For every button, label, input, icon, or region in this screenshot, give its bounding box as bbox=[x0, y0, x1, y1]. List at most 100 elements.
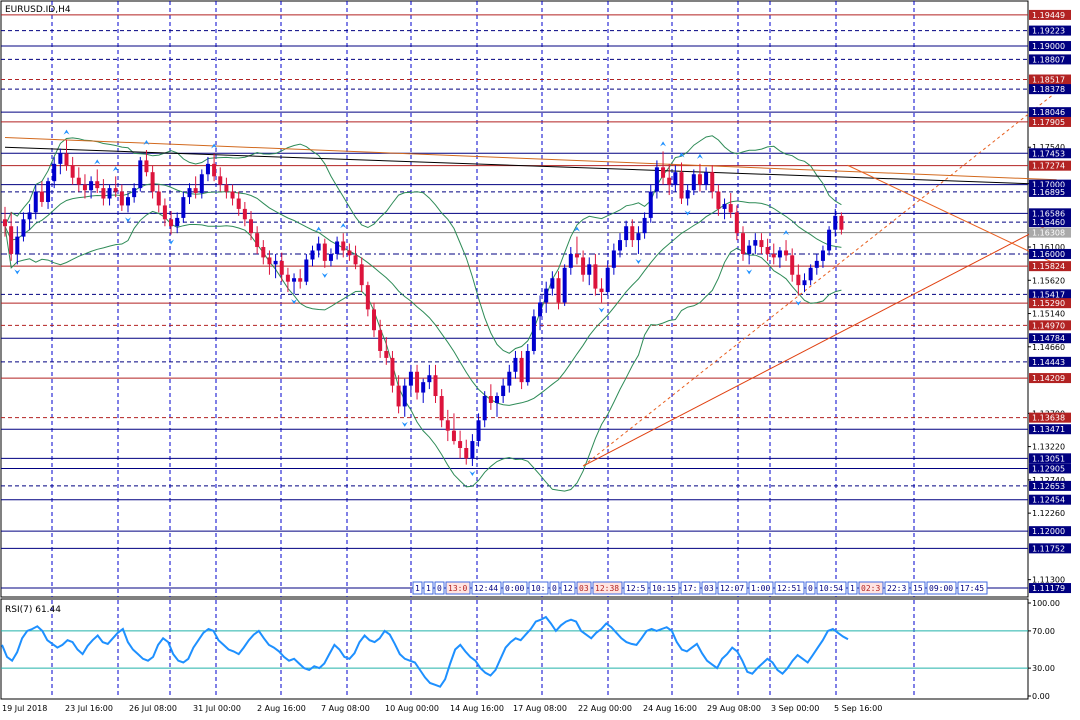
candle-body bbox=[618, 240, 622, 251]
candle-body bbox=[507, 371, 512, 386]
time-axis-label: 19 Jul 2018 bbox=[2, 704, 47, 713]
price-level-label: 1.19000 bbox=[1032, 42, 1065, 51]
candle-body bbox=[46, 181, 51, 202]
candle-body bbox=[107, 188, 112, 199]
candle-body bbox=[33, 191, 38, 213]
time-tooltip-label: 12:44 bbox=[474, 584, 498, 593]
candle-body bbox=[353, 255, 358, 265]
fractal-arrows bbox=[14, 129, 802, 477]
horizontal-levels bbox=[1, 14, 1028, 589]
candle-body bbox=[814, 260, 819, 268]
price-level-label: 1.12905 bbox=[1032, 464, 1065, 473]
price-tick-label: 1.16100 bbox=[1032, 243, 1065, 252]
candle-body bbox=[722, 204, 727, 209]
candle-body bbox=[808, 267, 813, 281]
candle-body bbox=[759, 240, 764, 248]
time-tooltip-box bbox=[717, 581, 748, 595]
candle-body bbox=[187, 188, 192, 198]
candle-body bbox=[70, 165, 75, 178]
time-tooltip-label: 15 bbox=[913, 584, 923, 593]
candle-body bbox=[224, 184, 229, 192]
price-level-box bbox=[1029, 480, 1071, 491]
candle-body bbox=[753, 240, 758, 246]
candle-body bbox=[95, 181, 100, 189]
time-tooltip-label: 12:38 bbox=[595, 584, 619, 593]
candle-body bbox=[218, 176, 223, 185]
candle-body bbox=[667, 177, 672, 185]
price-level-label: 1.19449 bbox=[1032, 11, 1065, 20]
time-tooltip-label: 1 bbox=[850, 584, 855, 593]
price-level-box bbox=[1029, 186, 1071, 197]
candle-body bbox=[636, 233, 641, 241]
price-level-label: 1.13638 bbox=[1032, 414, 1065, 423]
candle-body bbox=[58, 153, 63, 164]
candle-body bbox=[574, 253, 579, 258]
price-level-label: 1.17905 bbox=[1032, 118, 1065, 127]
candle-body bbox=[501, 385, 506, 397]
time-tooltip-label: 02:3 bbox=[861, 584, 880, 593]
time-axis-label: 31 Jul 00:00 bbox=[193, 704, 241, 713]
candle-body bbox=[322, 243, 327, 261]
time-axis-label: 26 Jul 08:00 bbox=[129, 704, 177, 713]
candle-body bbox=[181, 197, 186, 218]
candle-body bbox=[175, 217, 180, 227]
candle-body bbox=[458, 441, 463, 448]
rsi-frame bbox=[0, 598, 1029, 700]
candle-body bbox=[525, 350, 530, 383]
price-level-box bbox=[1029, 543, 1071, 554]
fractal-down-arrow bbox=[746, 269, 753, 275]
fractal-up-arrow bbox=[211, 143, 218, 149]
price-level-label: 1.13051 bbox=[1032, 454, 1065, 463]
time-tooltip-box bbox=[445, 581, 471, 595]
fractal-down-arrow bbox=[598, 307, 605, 313]
time-tooltip-box bbox=[926, 581, 957, 595]
time-tooltip-box bbox=[805, 581, 816, 595]
candle-body bbox=[599, 288, 604, 293]
time-axis-label: 29 Aug 08:00 bbox=[707, 704, 761, 713]
candle-body bbox=[9, 226, 14, 254]
price-level-label: 1.18807 bbox=[1032, 55, 1065, 64]
trendline bbox=[4, 146, 1057, 186]
time-axis-label: 17 Aug 08:00 bbox=[513, 704, 567, 713]
candle-body bbox=[365, 285, 370, 310]
fractal-up-arrow bbox=[63, 129, 70, 135]
candle-body bbox=[685, 190, 690, 199]
candle-body bbox=[169, 219, 174, 227]
fractal-down-arrow bbox=[321, 272, 328, 278]
fractal-down-arrow bbox=[469, 471, 476, 477]
fractal-up-arrow bbox=[696, 153, 703, 159]
rsi-tick-label: 100.00 bbox=[1032, 599, 1060, 608]
rsi-tick-label: 70.00 bbox=[1032, 627, 1055, 636]
time-tooltip-box bbox=[549, 581, 560, 595]
rsi-title: RSI(7) 61.44 bbox=[5, 605, 61, 615]
candle-body bbox=[52, 163, 57, 182]
candle-body bbox=[654, 167, 659, 192]
time-tooltip-box bbox=[576, 581, 592, 595]
candle-body bbox=[27, 212, 32, 220]
price-level-box bbox=[1029, 261, 1071, 272]
time-axis-label: 3 Sep 00:00 bbox=[771, 704, 819, 713]
price-level-box bbox=[1029, 41, 1071, 52]
time-tooltip-label: 12:07 bbox=[720, 584, 744, 593]
candle-body bbox=[76, 177, 81, 185]
fractal-up-arrow bbox=[143, 140, 150, 145]
candle-body bbox=[556, 278, 561, 303]
candle-body bbox=[273, 260, 278, 265]
price-level-box bbox=[1029, 373, 1071, 384]
time-tooltip-label: 1 bbox=[426, 584, 431, 593]
candle-body bbox=[39, 191, 44, 202]
candle-body bbox=[150, 172, 155, 192]
price-level-label: 1.16000 bbox=[1032, 250, 1065, 259]
time-tooltip-label: 0 bbox=[437, 584, 442, 593]
candle-body bbox=[113, 188, 118, 192]
time-tooltip-box bbox=[774, 581, 805, 595]
candle-body bbox=[390, 357, 395, 386]
candle-body bbox=[205, 163, 210, 175]
rsi-panel bbox=[1, 615, 1028, 688]
time-tooltip-label: 13:0 bbox=[448, 584, 467, 593]
candle-body bbox=[648, 191, 653, 218]
candle-body bbox=[519, 357, 524, 383]
price-tick-label: 1.12740 bbox=[1032, 476, 1065, 485]
trendline bbox=[582, 219, 1057, 467]
